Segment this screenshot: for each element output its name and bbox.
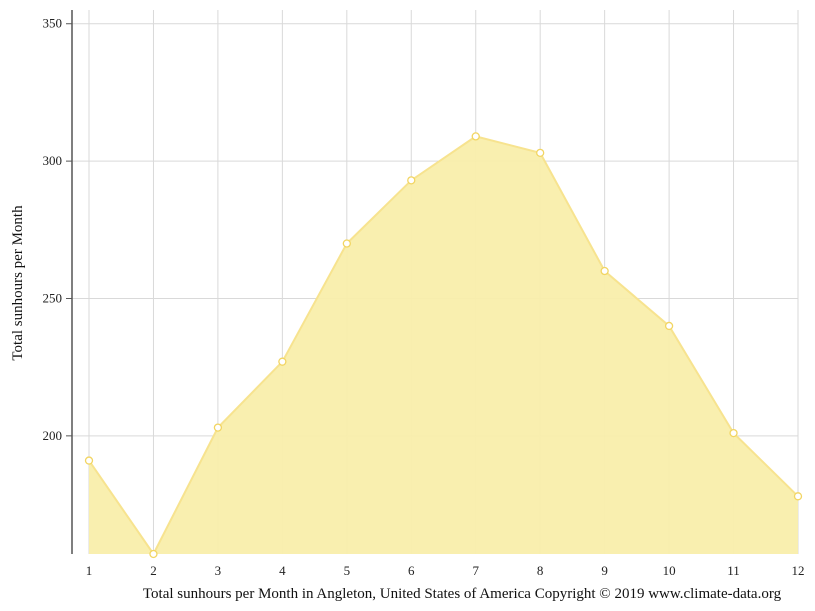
data-point-month-1[interactable] xyxy=(84,456,94,465)
data-point-month-8[interactable] xyxy=(536,148,545,158)
x-tick-label-8: 8 xyxy=(537,563,544,578)
y-axis-title: Total sunhours per Month xyxy=(10,205,26,361)
x-tick-label-6: 6 xyxy=(408,563,415,578)
x-tick-label-12: 12 xyxy=(792,563,805,578)
sunhours-area xyxy=(89,136,798,554)
x-tick-label-11: 11 xyxy=(727,563,740,578)
x-tick-label-1: 1 xyxy=(86,563,93,578)
data-point-month-6[interactable] xyxy=(407,176,416,185)
axes xyxy=(66,10,73,554)
x-tick-label-7: 7 xyxy=(472,563,479,578)
y-tick-label-350: 350 xyxy=(43,16,63,31)
data-point-month-12[interactable] xyxy=(793,492,803,501)
data-point-month-5[interactable] xyxy=(342,239,351,248)
data-point-month-11[interactable] xyxy=(729,428,738,438)
data-point-month-7[interactable] xyxy=(471,132,480,141)
area-layer xyxy=(88,135,799,556)
y-tick-label-300: 300 xyxy=(43,153,63,168)
data-point-month-4[interactable] xyxy=(278,357,287,366)
x-tick-label-5: 5 xyxy=(344,563,351,578)
x-tick-label-4: 4 xyxy=(279,563,286,578)
x-tick-label-3: 3 xyxy=(215,563,222,578)
chart-caption: Total sunhours per Month in Angleton, Un… xyxy=(143,586,782,602)
sunhours-line xyxy=(88,135,799,556)
markers xyxy=(84,132,803,559)
y-tick-label-250: 250 xyxy=(43,290,63,305)
y-tick-label-200: 200 xyxy=(43,428,63,443)
data-point-month-9[interactable] xyxy=(600,266,609,276)
data-point-month-10[interactable] xyxy=(664,321,674,331)
data-point-month-2[interactable] xyxy=(149,549,158,559)
x-tick-label-2: 2 xyxy=(150,563,157,578)
x-tick-label-9: 9 xyxy=(601,563,608,578)
x-tick-label-10: 10 xyxy=(663,563,676,578)
data-point-month-3[interactable] xyxy=(213,423,223,432)
